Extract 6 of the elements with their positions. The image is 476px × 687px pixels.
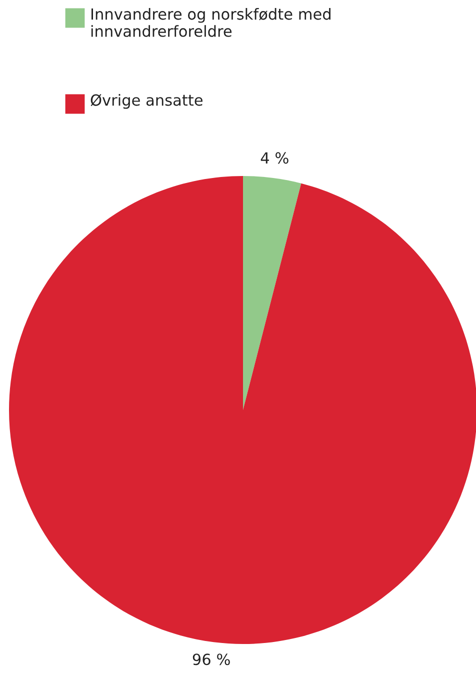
pie-slice	[243, 176, 302, 410]
data-label: 4 %	[260, 152, 288, 164]
legend-label: Innvandrere og norskfødte med innvandrerforeldre	[91, 8, 330, 37]
data-label: 96 %	[192, 654, 230, 666]
pie-slice	[9, 176, 476, 644]
legend-label: Øvrige ansatte	[90, 94, 202, 109]
